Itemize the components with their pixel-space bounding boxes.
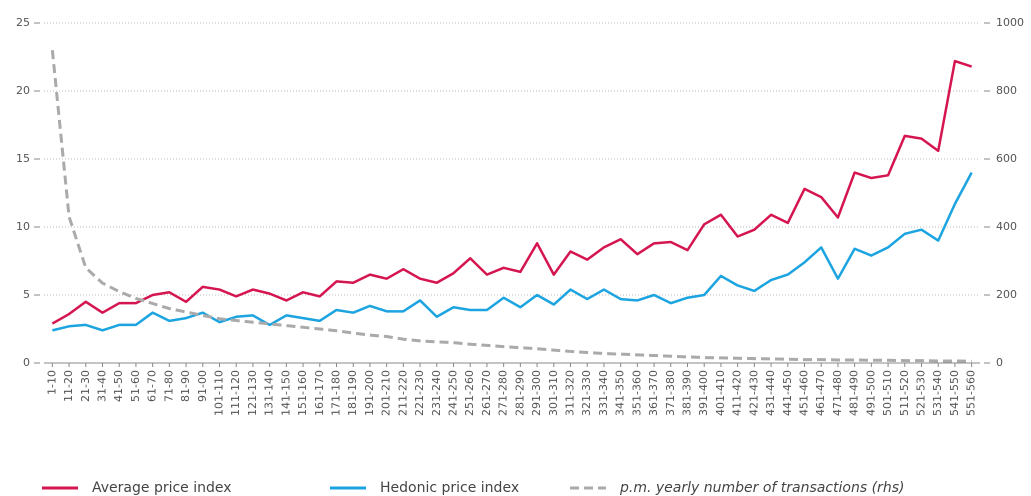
x-tick-label: 321-330 [580,370,593,416]
series-line [50,50,972,363]
x-tick-label: 61-70 [146,370,159,402]
x-tick-label: 301-310 [547,370,560,416]
x-tick-label: 471-480 [831,370,844,416]
x-tick-label: 451-460 [798,370,811,416]
x-tick-label: 101-110 [213,370,226,416]
x-tick-label: 161-170 [313,370,326,416]
x-tick-label: 81-90 [179,370,192,402]
y-tick-label: 20 [16,84,30,97]
y2-tick-label: 1000 [996,16,1024,29]
x-tick-label: 281-290 [513,370,526,416]
legend-label: Average price index [92,480,232,496]
x-tick-label: 351-360 [630,370,643,416]
y2-tick-label: 800 [996,84,1017,97]
x-tick-label: 211-220 [396,370,409,416]
x-tick-label: 371-380 [664,370,677,416]
x-tick-label: 241-250 [447,370,460,416]
x-tick-label: 141-150 [279,370,292,416]
y2-tick-label: 200 [996,288,1017,301]
legend-label: p.m. yearly number of transactions (rhs) [619,480,904,496]
x-tick-label: 261-270 [480,370,493,416]
y-tick-label: 15 [16,152,30,165]
x-tick-label: 531-540 [931,370,944,416]
x-tick-label: 21-30 [79,370,92,402]
x-tick-label: 31-40 [96,370,109,402]
x-tick-label: 311-320 [564,370,577,416]
x-tick-label: 401-410 [714,370,727,416]
x-tick-label: 441-450 [781,370,794,416]
x-tick-label: 181-190 [346,370,359,416]
x-tick-label: 391-400 [697,370,710,416]
y-tick-label: 10 [16,220,30,233]
x-tick-label: 461-470 [814,370,827,416]
y2-tick-label: 0 [996,356,1003,369]
series-line [51,59,973,325]
x-tick-label: 171-180 [330,370,343,416]
x-tick-label: 431-440 [764,370,777,416]
x-tick-label: 511-520 [898,370,911,416]
series-line [52,172,973,332]
x-tick-label: 151-160 [296,370,309,416]
x-tick-label: 71-80 [162,370,175,402]
x-tick-label: 51-60 [129,370,142,402]
x-tick-label: 231-240 [430,370,443,416]
legend: Average price index Hedonic price index p.… [42,480,904,496]
y-tick-label: 5 [23,288,30,301]
x-tick-label: 551-560 [965,370,978,416]
y-tick-label: 0 [23,356,30,369]
y2-tick-label: 400 [996,220,1017,233]
x-tick-label: 201-210 [380,370,393,416]
x-tick-label: 121-130 [246,370,259,416]
legend-label: Hedonic price index [380,480,519,496]
x-tick-label: 521-530 [915,370,928,416]
x-tick-label: 361-370 [647,370,660,416]
x-tick-label: 501-510 [881,370,894,416]
y-tick-label: 25 [16,16,30,29]
x-tick-label: 221-230 [413,370,426,416]
x-tick-label: 111-120 [229,370,242,416]
x-tick-label: 1-10 [45,370,58,395]
x-tick-label: 481-490 [848,370,861,416]
x-tick-label: 191-200 [363,370,376,416]
y2-tick-label: 600 [996,152,1017,165]
x-tick-label: 541-550 [948,370,961,416]
x-tick-label: 381-390 [681,370,694,416]
x-tick-label: 251-260 [463,370,476,416]
x-tick-label: 11-20 [62,370,75,402]
x-tick-label: 41-50 [112,370,125,402]
x-tick-label: 291-300 [530,370,543,416]
x-tick-label: 331-340 [597,370,610,416]
x-tick-label: 91-00 [196,370,209,402]
x-tick-label: 271-280 [497,370,510,416]
x-tick-label: 341-350 [614,370,627,416]
x-tick-label: 491-500 [864,370,877,416]
x-tick-label: 421-430 [747,370,760,416]
x-tick-label: 131-140 [263,370,276,416]
x-tick-label: 411-420 [731,370,744,416]
